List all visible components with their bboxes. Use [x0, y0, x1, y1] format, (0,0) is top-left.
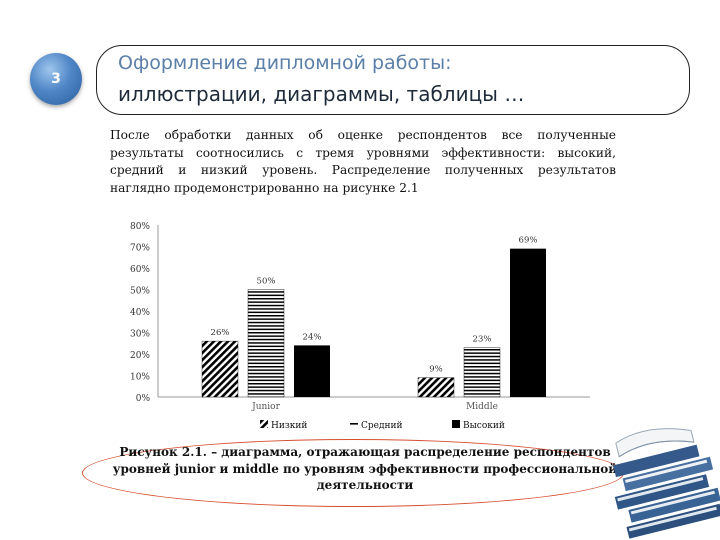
slide-title-line1: Оформление дипломной работы: — [118, 52, 452, 74]
bar-chart: 0% 10% 20% 30% 40% 50% 60% 70% 80% Junior Middle 2… — [130, 222, 590, 431]
figure-caption: Рисунок 2.1. – диаграмма, отражающая рас… — [112, 445, 618, 492]
data-label: 23% — [473, 335, 492, 345]
legend-swatch — [452, 420, 460, 428]
bar — [463, 347, 501, 398]
y-tick-label: 10% — [130, 373, 150, 383]
data-label: 50% — [257, 277, 276, 287]
y-tick-label: 20% — [130, 351, 150, 361]
document-paragraph: После обработки данных об оценке респонд… — [110, 128, 616, 195]
legend-label: Низкий — [271, 421, 307, 431]
books-stack-icon — [613, 428, 720, 539]
chart-bars: 26% 50% 24% 9% 23% 69% — [201, 236, 546, 398]
y-tick-label: 60% — [130, 265, 150, 275]
bar — [201, 340, 239, 398]
y-tick-label: 80% — [130, 222, 150, 232]
legend-label: Высокий — [463, 421, 505, 431]
legend-label: Средний — [361, 421, 403, 431]
slide-number-badge: 3 — [30, 53, 82, 105]
bar — [417, 377, 455, 398]
bar — [294, 345, 330, 397]
legend-swatch — [260, 420, 268, 428]
y-tick-label: 70% — [130, 244, 150, 254]
bar — [247, 289, 285, 398]
data-label: 9% — [429, 365, 443, 375]
x-category-label: Middle — [466, 402, 498, 412]
data-label: 24% — [303, 332, 322, 342]
y-tick-label: 30% — [130, 330, 150, 340]
y-tick-label: 40% — [130, 308, 150, 318]
y-tick-label: 0% — [136, 394, 151, 404]
slide-number: 3 — [51, 71, 61, 87]
chart-legend: Низкий Средний Высокий — [260, 420, 505, 431]
slide-title-line2: иллюстрации, диаграммы, таблицы … — [118, 82, 525, 106]
legend-swatch — [350, 423, 358, 425]
x-category-label: Junior — [251, 402, 280, 412]
bar — [510, 248, 546, 397]
y-tick-label: 50% — [130, 287, 150, 297]
data-label: 26% — [211, 328, 230, 338]
title-frame — [96, 45, 690, 115]
data-label: 69% — [519, 236, 538, 246]
